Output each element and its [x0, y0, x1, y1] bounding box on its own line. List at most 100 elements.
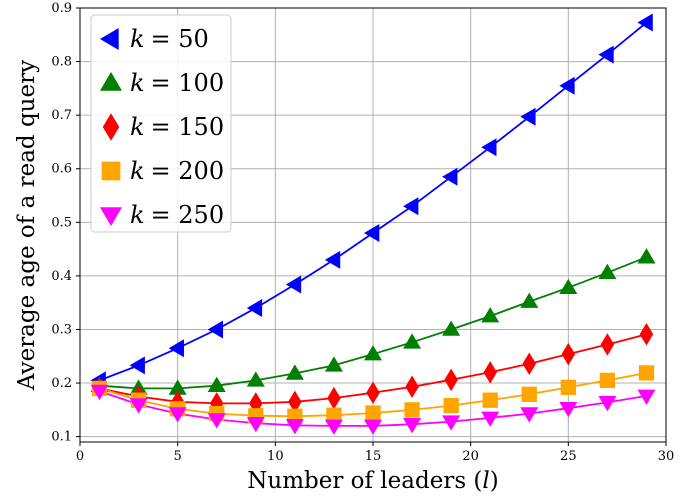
- data-point: [521, 386, 537, 402]
- y-axis-label: Average age of a read query: [14, 60, 40, 391]
- data-point: [598, 263, 617, 279]
- legend-marker: [100, 207, 122, 226]
- data-point: [404, 402, 420, 418]
- data-point: [366, 381, 380, 404]
- legend-label: k = 200: [130, 157, 224, 185]
- data-point: [481, 138, 497, 157]
- data-point: [559, 401, 578, 418]
- data-point: [599, 372, 616, 389]
- y-tick-label: 0.2: [51, 376, 72, 391]
- data-point: [405, 375, 419, 399]
- legend-item: k = 100: [100, 69, 224, 97]
- x-axis-label: Number of leaders (l): [247, 468, 499, 494]
- legend-label: k = 150: [130, 113, 224, 141]
- x-tick-label: 25: [560, 449, 577, 464]
- legend-item: k = 200: [101, 157, 224, 185]
- data-point: [324, 250, 341, 269]
- series-points-3: [92, 323, 654, 415]
- data-point: [443, 397, 459, 414]
- data-point: [403, 197, 419, 216]
- data-point: [637, 389, 656, 405]
- legend-label: k = 100: [130, 69, 224, 97]
- series-points-5: [90, 384, 656, 435]
- data-point: [365, 405, 381, 421]
- data-point: [327, 386, 341, 410]
- data-point: [637, 13, 653, 32]
- data-point: [90, 384, 109, 401]
- data-point: [207, 320, 224, 339]
- x-tick-label: 15: [365, 449, 382, 464]
- data-point: [403, 418, 422, 434]
- data-point: [482, 392, 498, 408]
- data-point: [403, 333, 422, 349]
- data-point: [600, 333, 615, 356]
- data-point: [246, 299, 263, 318]
- legend-label: k = 250: [130, 201, 224, 229]
- data-point: [520, 407, 539, 423]
- legend: k = 50 k = 100 k = 150 k = 200 k = 250: [90, 14, 232, 233]
- legend-item: k = 50: [100, 25, 209, 53]
- legend-item: k = 250: [100, 201, 224, 229]
- data-point: [520, 292, 539, 308]
- data-point: [285, 364, 304, 380]
- data-point: [364, 419, 382, 435]
- x-tick-label: 30: [658, 449, 675, 464]
- x-tick-label: 0: [76, 449, 84, 464]
- data-point: [285, 275, 302, 294]
- data-point: [168, 339, 184, 358]
- y-tick-label: 0.9: [51, 1, 72, 16]
- data-point: [285, 419, 304, 435]
- data-point: [483, 361, 497, 384]
- data-point: [559, 278, 578, 294]
- data-point: [364, 345, 382, 361]
- y-tick-label: 0.8: [51, 55, 72, 70]
- data-point: [326, 407, 342, 423]
- data-point: [520, 107, 536, 126]
- legend-marker: [100, 28, 119, 50]
- data-point: [246, 371, 265, 387]
- data-point: [561, 342, 576, 366]
- legend-marker: [102, 113, 120, 141]
- data-point: [207, 376, 226, 393]
- data-point: [638, 365, 655, 381]
- data-point: [481, 411, 500, 427]
- data-point: [129, 356, 145, 375]
- x-axis: 0 5 10 15 20 25 30: [76, 442, 674, 464]
- legend-items: k = 50 k = 100 k = 150 k = 200 k = 250: [100, 25, 224, 229]
- data-point: [364, 224, 380, 243]
- series-markers: [90, 13, 656, 435]
- data-point: [560, 379, 576, 395]
- y-axis: 0.1 0.2 0.3 0.4 0.5 0.6 0.7 0.8 0.9: [51, 1, 80, 445]
- data-point: [129, 398, 148, 414]
- y-tick-label: 0.5: [51, 215, 72, 230]
- data-point: [442, 320, 461, 336]
- data-point: [442, 167, 458, 186]
- data-point: [598, 45, 614, 64]
- y-tick-label: 0.6: [51, 162, 72, 177]
- legend-marker: [101, 161, 121, 181]
- y-tick-label: 0.4: [51, 269, 72, 284]
- x-tick-label: 20: [462, 449, 479, 464]
- data-point: [168, 379, 187, 395]
- legend-item: k = 150: [102, 113, 224, 141]
- data-point: [324, 419, 343, 435]
- y-tick-label: 0.7: [51, 108, 72, 123]
- data-point: [639, 323, 654, 346]
- legend-label: k = 50: [130, 25, 209, 53]
- data-point: [522, 352, 537, 376]
- data-point: [481, 307, 500, 323]
- data-point: [444, 368, 458, 392]
- data-point: [246, 416, 265, 433]
- data-point: [207, 413, 226, 429]
- legend-marker: [100, 72, 122, 91]
- x-tick-label: 10: [267, 449, 284, 464]
- data-point: [637, 248, 656, 264]
- data-point: [559, 76, 575, 95]
- data-point: [168, 407, 187, 423]
- y-tick-label: 0.1: [51, 430, 72, 445]
- data-point: [598, 396, 617, 412]
- x-tick-label: 5: [174, 449, 182, 464]
- y-tick-label: 0.3: [51, 322, 72, 337]
- legend-box: [90, 14, 232, 233]
